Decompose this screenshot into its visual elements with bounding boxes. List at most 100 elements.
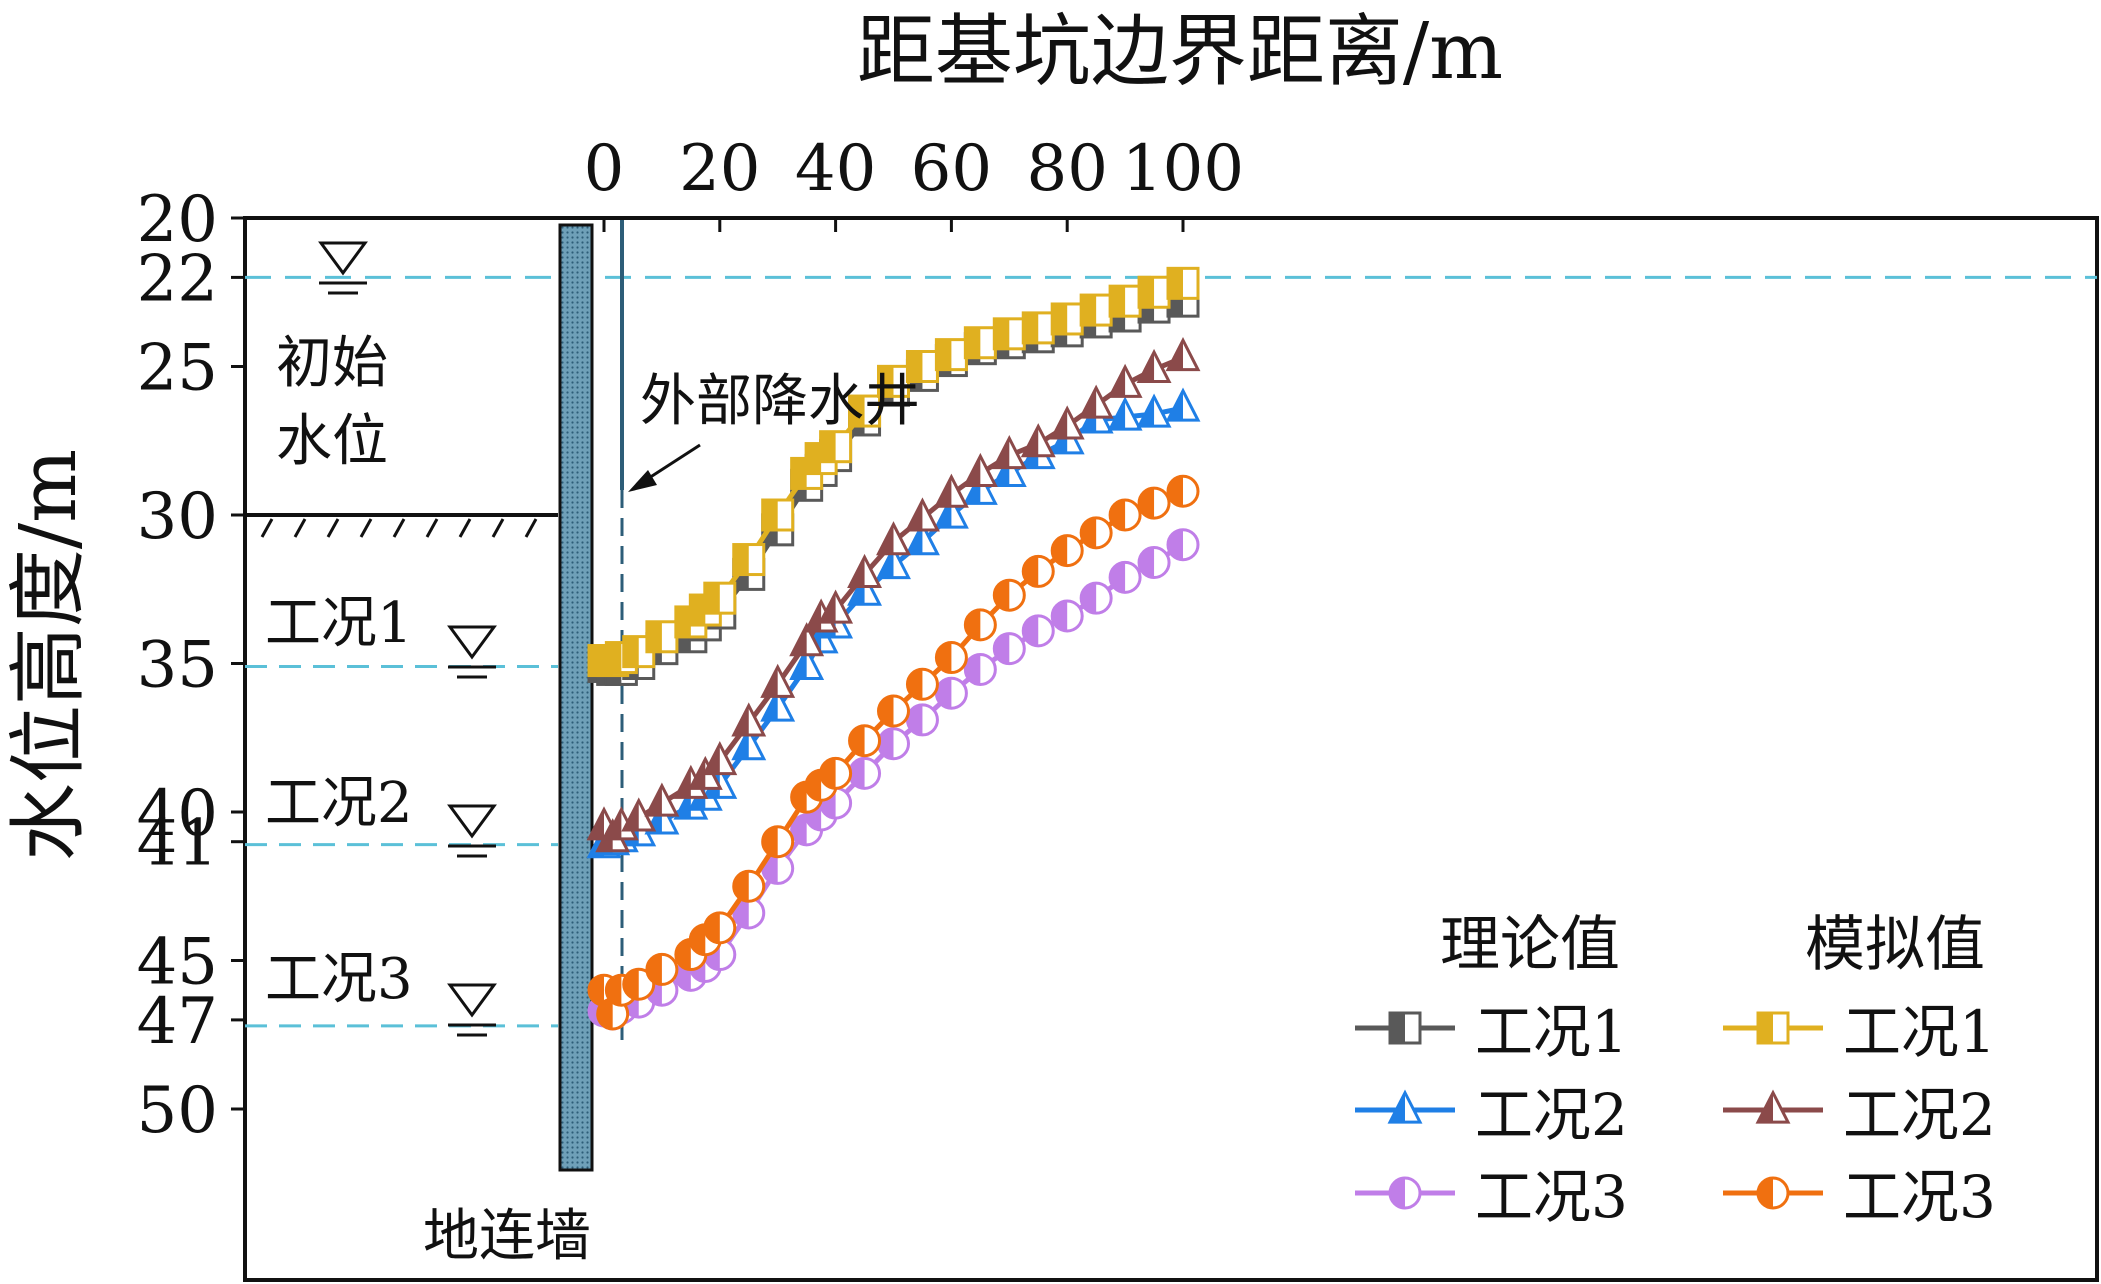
- data-point-fill: [1081, 295, 1097, 326]
- diaphragm-wall: [558, 220, 701, 1172]
- data-point-fill: [704, 744, 720, 774]
- x-tick-label: 0: [584, 132, 625, 206]
- data-point-fill: [936, 642, 952, 673]
- data-point-fill: [806, 770, 822, 801]
- data-point: [645, 620, 679, 654]
- data-point: [848, 724, 882, 758]
- data-point: [876, 521, 911, 556]
- series-3: [587, 266, 1200, 678]
- ground-hatch: [392, 518, 406, 538]
- data-point: [819, 430, 853, 464]
- data-point-fill: [675, 606, 691, 637]
- data-point-fill: [1081, 517, 1097, 548]
- data-point: [1136, 393, 1172, 428]
- data-point-fill: [1081, 387, 1097, 418]
- data-point-fill: [1110, 399, 1126, 430]
- data-point-fill: [1052, 535, 1068, 566]
- initial-level-label-line1: 初始: [276, 331, 388, 396]
- data-point: [991, 435, 1027, 470]
- data-point: [847, 553, 883, 588]
- plot-border: [243, 216, 2099, 1282]
- data-point-fill: [1168, 529, 1183, 560]
- wall-label: 地连墙: [423, 1204, 591, 1269]
- data-point: [818, 589, 854, 624]
- data-point-fill: [646, 621, 662, 652]
- data-point: [905, 667, 939, 701]
- data-point-fill: [1023, 426, 1039, 456]
- legend-label-theory-case3: 工况3: [1475, 1163, 1628, 1231]
- data-point: [1107, 396, 1143, 431]
- data-point: [963, 326, 997, 360]
- data-point: [1165, 337, 1201, 372]
- y-axis-title: 水位高度/m: [4, 449, 94, 861]
- y-tick-label: 47: [137, 985, 218, 1059]
- data-point: [789, 622, 825, 657]
- data-point: [1137, 275, 1171, 309]
- data-point-fill: [1081, 583, 1097, 614]
- data-point-fill: [1023, 556, 1039, 587]
- data-point-fill: [965, 654, 981, 685]
- data-point-fill: [606, 642, 622, 673]
- data-point-fill: [1023, 615, 1039, 646]
- data-point-fill: [623, 636, 639, 667]
- ground-hatch: [524, 518, 538, 538]
- data-point-fill: [704, 912, 720, 943]
- data-point: [1166, 474, 1200, 508]
- data-point: [1050, 534, 1084, 568]
- legend-swatch-marker: [1755, 1089, 1791, 1124]
- case3-water-symbol: [447, 983, 497, 1037]
- case1-water-symbol-triangle: [447, 625, 497, 660]
- data-point-fill: [1168, 268, 1183, 299]
- data-point-fill: [1139, 352, 1155, 382]
- data-point-fill: [806, 443, 822, 474]
- data-point: [847, 571, 883, 606]
- data-point-fill: [762, 500, 778, 530]
- data-point: [963, 652, 997, 686]
- legend-label-sim-case1: 工况1: [1843, 998, 1996, 1066]
- data-point: [1165, 387, 1201, 422]
- data-point: [934, 676, 968, 710]
- data-point-fill: [849, 557, 865, 587]
- legend-swatch-marker-fill: [1758, 1013, 1773, 1043]
- y-tick-label: 41: [137, 807, 218, 881]
- ground-hatch: [293, 518, 307, 538]
- data-point-fill: [820, 758, 836, 789]
- data-point-fill: [791, 458, 807, 489]
- data-point: [904, 521, 940, 556]
- data-point-fill: [965, 609, 981, 640]
- data-point: [1166, 266, 1200, 300]
- data-point: [1079, 516, 1113, 550]
- data-point: [992, 317, 1026, 351]
- data-point-fill: [606, 975, 622, 1006]
- data-point-fill: [762, 667, 778, 697]
- case3-level-label: 工况3: [265, 947, 413, 1012]
- data-point: [848, 756, 882, 790]
- legend-label-theory-case2: 工况2: [1475, 1081, 1628, 1149]
- data-point-fill: [994, 318, 1010, 349]
- data-point-fill: [1139, 488, 1155, 519]
- data-point: [991, 452, 1027, 487]
- data-point-fill: [690, 759, 706, 789]
- data-point-fill: [791, 782, 807, 813]
- data-point-fill: [733, 544, 749, 575]
- series-4: [586, 337, 1201, 853]
- data-point: [1166, 528, 1200, 562]
- data-point: [703, 581, 737, 615]
- data-point: [905, 703, 939, 737]
- data-point-fill: [1110, 367, 1126, 397]
- data-point: [1108, 560, 1142, 594]
- data-point-fill: [994, 438, 1010, 468]
- data-point-fill: [690, 924, 706, 955]
- ground-hatch: [359, 518, 373, 538]
- legend-swatch-marker-fill: [1758, 1178, 1773, 1208]
- data-point-fill: [623, 800, 639, 831]
- data-point-fill: [791, 625, 807, 655]
- data-point: [732, 543, 766, 577]
- legend-label-sim-case3: 工况3: [1843, 1163, 1996, 1231]
- data-point-fill: [791, 814, 807, 845]
- data-point-fill: [820, 431, 836, 462]
- data-point: [1020, 423, 1056, 458]
- data-point-fill: [965, 327, 981, 358]
